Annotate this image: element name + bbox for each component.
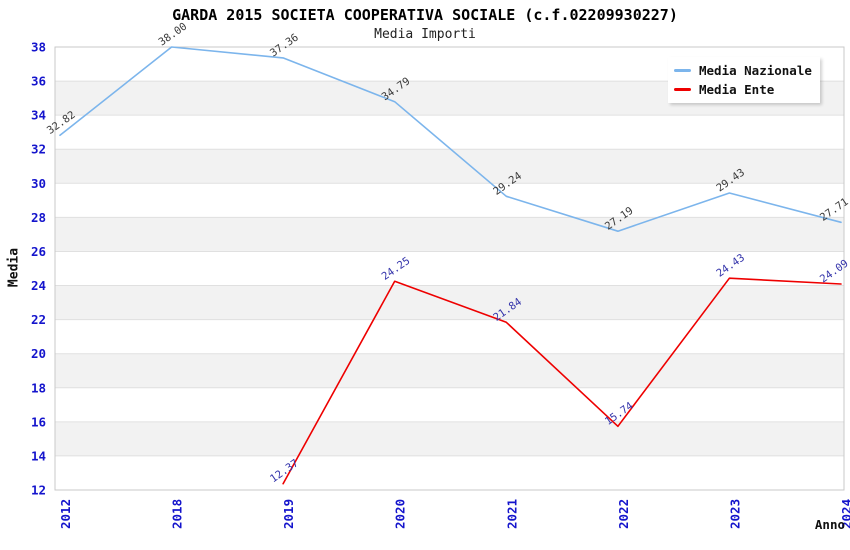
legend-item-media-ente: Media Ente: [674, 80, 820, 99]
y-tick-label: 28: [31, 210, 46, 225]
y-tick-labels: 12 14 16 18 20 22 24 26 28 30 32 34 36 38: [31, 40, 46, 498]
plot-border: [54, 46, 845, 491]
y-tick-label: 30: [31, 176, 46, 191]
y-tick-label: 38: [31, 40, 46, 55]
legend: Media Nazionale Media Ente: [668, 57, 820, 103]
y-tick-label: 18: [31, 380, 46, 395]
x-tick-label: 2012: [58, 499, 73, 529]
y-tick-label: 32: [31, 142, 46, 157]
y-tick-label: 14: [31, 448, 46, 463]
y-tick-label: 12: [31, 483, 46, 498]
point-label: 24.43: [714, 252, 747, 280]
y-tick-label: 34: [31, 108, 46, 123]
legend-label: Media Nazionale: [699, 63, 812, 78]
chart-title: GARDA 2015 SOCIETA COOPERATIVA SOCIALE (…: [172, 6, 678, 24]
x-tick-label: 2019: [281, 499, 296, 529]
legend-item-media-nazionale: Media Nazionale: [674, 61, 820, 80]
point-label: 24.09: [818, 258, 850, 286]
x-tick-label: 2022: [616, 499, 631, 529]
y-tick-label: 16: [31, 414, 46, 429]
x-axis-title: Anno: [814, 517, 845, 532]
x-tick-label: 2018: [170, 499, 185, 529]
y-tick-label: 20: [31, 346, 46, 361]
media-ente-line: [282, 277, 842, 485]
y-axis-title: Media: [6, 247, 22, 288]
x-tick-labels: 2012 2018 2019 2020 2021 2022 2023 2024: [58, 499, 850, 529]
y-tick-label: 22: [31, 312, 46, 327]
y-tick-label: 36: [31, 74, 46, 89]
x-tick-label: 2020: [393, 499, 408, 529]
media-nazionale-line: [59, 46, 842, 232]
x-tick-label: 2024: [839, 499, 850, 529]
y-tick-label: 26: [31, 244, 46, 259]
x-tick-label: 2021: [504, 499, 519, 529]
chart-subtitle: Media Importi: [374, 27, 476, 42]
point-label: 24.25: [380, 255, 413, 283]
legend-label: Media Ente: [699, 82, 775, 97]
y-tick-label: 24: [31, 278, 46, 293]
x-tick-label: 2023: [727, 499, 742, 529]
media-nazionale-line-swatch: [674, 69, 691, 72]
media-ente-line-swatch: [674, 88, 691, 91]
